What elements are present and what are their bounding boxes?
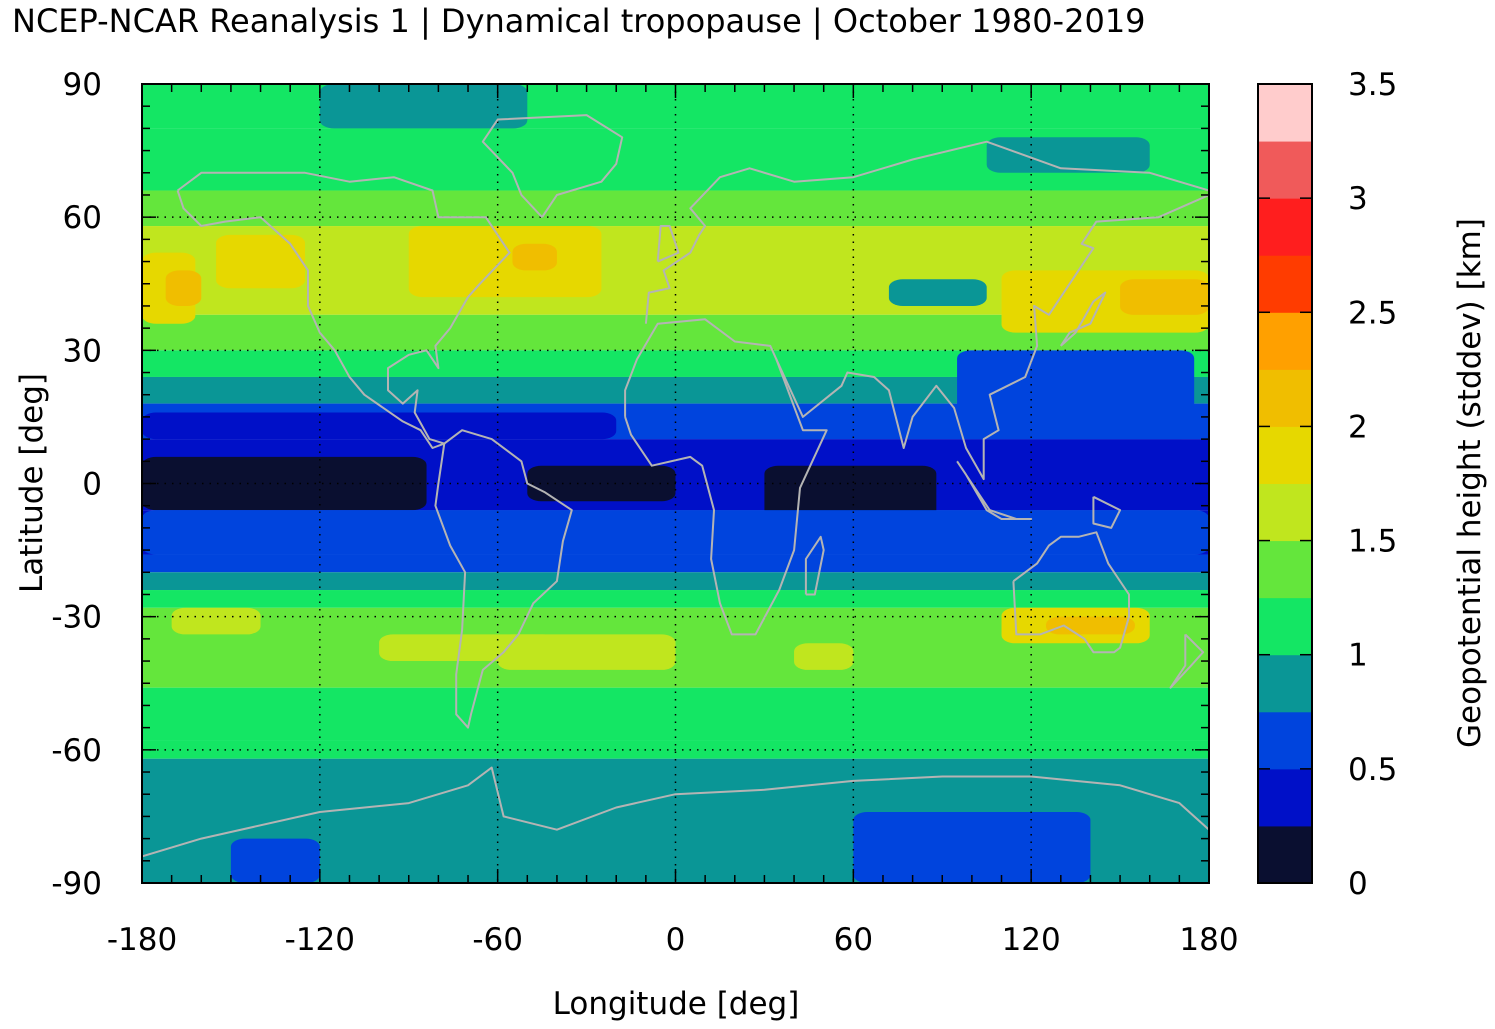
colorbar-swatch: [1258, 597, 1312, 656]
colorbar-swatch: [1258, 654, 1312, 713]
coastline: [1092, 495, 1122, 529]
colorbar: [1258, 83, 1312, 884]
heatmap-cell: [230, 838, 320, 883]
colorbar-tick-label: 2: [1348, 409, 1368, 445]
y-tick-label: -30: [51, 600, 102, 636]
coastline: [481, 114, 624, 218]
colorbar-swatch: [1258, 84, 1312, 142]
coastline: [434, 429, 573, 729]
heatmap-cell: [142, 510, 1209, 555]
y-tick-label: -60: [51, 733, 102, 769]
colorbar-tick-label: 3.5: [1348, 67, 1397, 103]
coastline: [775, 194, 1209, 481]
colorbar-tick-label: 3: [1348, 181, 1368, 217]
frame-ticks: [141, 83, 1210, 884]
y-tick-label: 90: [63, 67, 102, 103]
colorbar-swatch: [1258, 483, 1312, 542]
colorbar-tick-label: 0: [1348, 866, 1368, 902]
heatmap-cell: [1045, 616, 1135, 635]
x-tick-label: 180: [1179, 922, 1238, 958]
heatmap-band: [142, 554, 1209, 573]
colorbar-swatch: [1258, 198, 1312, 256]
coastline: [1012, 531, 1130, 654]
colorbar-swatch: [1258, 825, 1312, 884]
heatmap-band: [142, 590, 1209, 608]
heatmap-cell: [408, 226, 602, 298]
heatmap-cell: [888, 279, 987, 306]
coastline: [176, 171, 511, 449]
heatmap-cell: [986, 137, 1150, 173]
y-tick-label: 60: [63, 200, 102, 236]
colorbar-swatch: [1258, 141, 1312, 199]
colorbar-tick-label: 2.5: [1348, 295, 1397, 331]
x-axis-label: Longitude [deg]: [553, 986, 800, 1022]
colorbar-label: Geopotential height (stddev) [km]: [1452, 218, 1488, 748]
colorbar-tick-label: 0.5: [1348, 752, 1397, 788]
heatmap-cell: [142, 412, 617, 440]
coastline: [624, 318, 828, 636]
coastline: [804, 535, 825, 596]
coastlines: [142, 114, 1209, 858]
coastline: [644, 140, 1209, 324]
heatmap-cell: [216, 234, 306, 289]
heatmap-cell: [853, 811, 1091, 883]
colorbar-swatch: [1258, 540, 1312, 599]
x-tick-label: 0: [666, 922, 686, 958]
heatmap-cell: [171, 607, 261, 635]
heatmap-cell: [319, 84, 528, 129]
colorbar-swatch: [1258, 255, 1312, 313]
heatmap-cell: [1120, 279, 1209, 315]
x-axis-ticks: -180 -120 -60 0 60 120 180: [107, 922, 1239, 958]
grid-lines: [142, 84, 1209, 883]
colorbar-swatch: [1258, 369, 1312, 427]
x-tick-label: -180: [107, 922, 177, 958]
chart-title: NCEP-NCAR Reanalysis 1 | Dynamical tropo…: [12, 2, 1146, 40]
heatmap-cell: [165, 270, 202, 306]
colorbar-swatch: [1258, 711, 1312, 770]
coastline: [1059, 291, 1107, 347]
y-tick-label: 0: [82, 467, 102, 503]
x-tick-label: 120: [1002, 922, 1061, 958]
y-tick-label: 30: [63, 333, 102, 369]
heatmap-cell: [497, 634, 676, 670]
heatmap-cell: [512, 243, 557, 271]
x-tick-label: -60: [472, 922, 523, 958]
colorbar-tick-label: 1.5: [1348, 524, 1397, 560]
coastline: [1169, 633, 1205, 689]
heatmap-cell: [527, 465, 676, 502]
coastline: [956, 460, 1033, 520]
coastline: [142, 766, 1209, 858]
y-axis-label: Latitude [deg]: [14, 373, 50, 593]
y-axis-ticks: 90 60 30 0 -30 -60 -90: [51, 67, 102, 902]
colorbar-swatch: [1258, 426, 1312, 484]
colorbar-ticks: 0 0.5 1 1.5 2 2.5 3 3.5: [1348, 67, 1397, 902]
coastline: [656, 225, 680, 263]
heatmap-cell: [957, 350, 1195, 440]
colorbar-frame: [1257, 83, 1313, 884]
colorbar-tick-label: 1: [1348, 638, 1368, 674]
y-tick-label: -90: [51, 866, 102, 902]
heatmap-band: [142, 572, 1209, 591]
heatmap-band: [142, 190, 1209, 227]
colorbar-swatch: [1258, 768, 1312, 827]
x-tick-label: -120: [285, 922, 355, 958]
heatmap-cell: [142, 456, 427, 511]
x-tick-label: 60: [834, 922, 873, 958]
colorbar-swatch: [1258, 312, 1312, 370]
heatmap-cell: [794, 643, 854, 670]
